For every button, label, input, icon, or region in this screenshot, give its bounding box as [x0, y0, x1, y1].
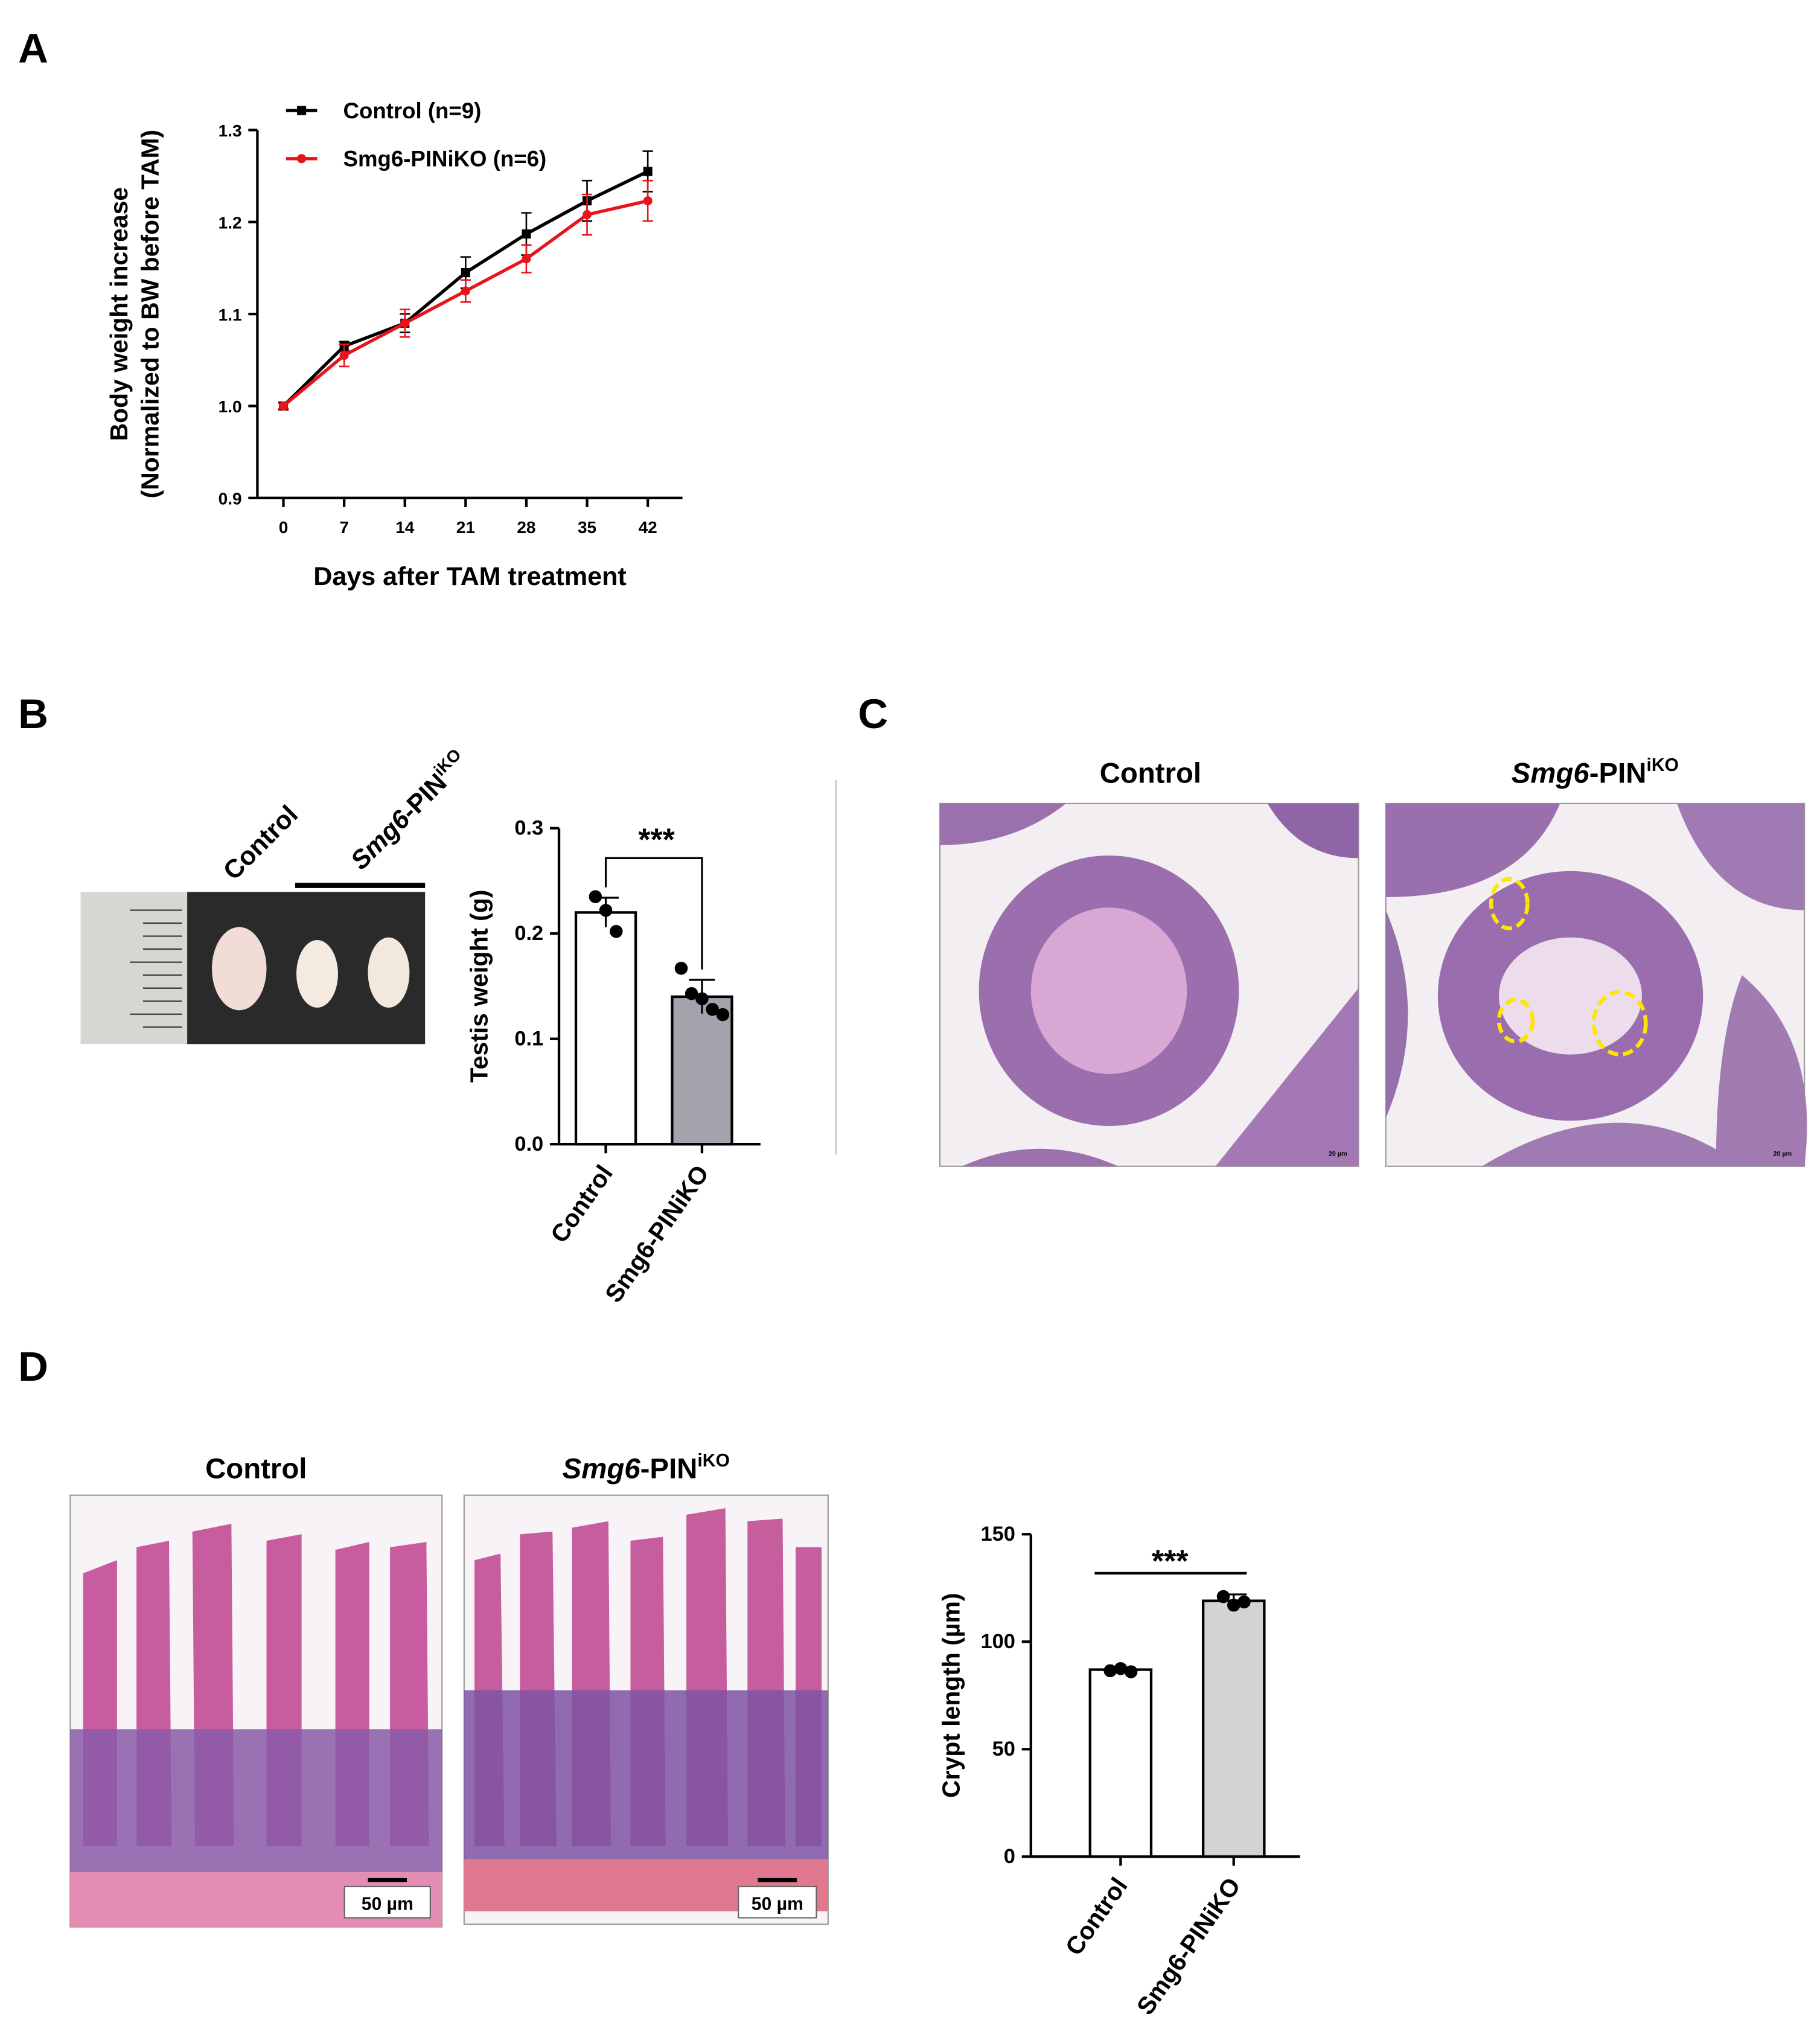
- scale-bar-label: 50 µm: [752, 1895, 803, 1914]
- y-tick-label: 50: [992, 1738, 1015, 1760]
- y-tick-label: 0.1: [514, 1027, 543, 1050]
- marker: [522, 254, 531, 264]
- data-point: [685, 986, 698, 1000]
- legend-marker: [297, 106, 307, 115]
- image-title: Control: [1100, 757, 1201, 789]
- panel-label: A: [18, 25, 48, 71]
- marker: [278, 401, 289, 411]
- image-title: Control: [205, 1453, 307, 1485]
- marker: [400, 318, 410, 328]
- data-point: [674, 962, 688, 975]
- y-tick-label: 0: [1004, 1845, 1015, 1868]
- data-point: [589, 890, 602, 904]
- scale-bar-label: 50 µm: [362, 1895, 413, 1914]
- panel-label: C: [858, 691, 888, 737]
- data-point: [610, 925, 623, 938]
- marker: [643, 167, 653, 176]
- x-tick-label: Control: [1060, 1872, 1133, 1960]
- photo-label: Smg6-PINiKO: [343, 745, 474, 875]
- y-tick-label: 1.0: [219, 397, 242, 416]
- y-tick-label: 0.0: [514, 1133, 543, 1156]
- y-tick-label: 0.2: [514, 922, 543, 945]
- x-tick-label: 35: [578, 518, 596, 537]
- panel-label: B: [18, 691, 48, 737]
- bar: [574, 911, 637, 1146]
- data-point: [1103, 1664, 1117, 1678]
- data-point: [599, 904, 613, 917]
- testis-histology-control: [939, 802, 1359, 1167]
- legend-label: Control (n=9): [343, 98, 482, 123]
- image-title: Smg6-PINiKO: [1512, 755, 1679, 789]
- data-point: [1114, 1662, 1128, 1675]
- marker: [461, 286, 470, 296]
- significance-label: ***: [1152, 1544, 1189, 1579]
- x-tick-label: Smg6-PINiKO: [599, 1160, 714, 1307]
- intestine-histology-control: [69, 1494, 443, 1928]
- x-tick-label: 0: [279, 518, 289, 537]
- data-point: [1227, 1598, 1240, 1612]
- testis-histology-ko: [1385, 802, 1807, 1167]
- x-axis-label: Days after TAM treatment: [313, 562, 626, 591]
- series-line: [282, 199, 648, 408]
- legend-marker: [297, 154, 307, 164]
- y-tick-label: 0.3: [514, 817, 543, 840]
- data-point: [1124, 1665, 1138, 1678]
- y-axis-label: Crypt length (µm): [937, 1593, 965, 1798]
- legend-label: Smg6-PINiKO (n=6): [343, 147, 547, 171]
- significance-label: ***: [638, 822, 675, 857]
- data-point: [695, 992, 709, 1006]
- y-tick-label: 150: [980, 1523, 1015, 1546]
- x-tick-label: 42: [639, 518, 657, 537]
- y-tick-label: 100: [980, 1630, 1015, 1653]
- scale-bar-label: 20 µm: [1329, 1151, 1347, 1158]
- significance-bracket: [604, 857, 703, 970]
- marker: [643, 196, 653, 206]
- bar: [671, 995, 733, 1146]
- testis-photo: [80, 883, 426, 1044]
- image-title: Smg6-PINiKO: [563, 1451, 730, 1485]
- x-tick-label: Smg6-PINiKO: [1131, 1872, 1246, 2019]
- bar: [1201, 1599, 1266, 1858]
- y-tick-label: 0.9: [219, 490, 242, 508]
- x-tick-label: 14: [395, 518, 415, 537]
- data-point: [1237, 1595, 1251, 1609]
- bar: [1088, 1668, 1153, 1858]
- photo-label: Control: [218, 800, 304, 886]
- data-point: [1216, 1590, 1230, 1604]
- data-point: [716, 1008, 730, 1022]
- y-axis-label: Testis weight (g): [465, 890, 493, 1083]
- y-tick-label: 1.1: [219, 305, 242, 324]
- marker: [339, 351, 349, 360]
- y-tick-label: 1.2: [219, 214, 242, 232]
- marker: [461, 268, 470, 278]
- x-tick-label: Control: [545, 1160, 618, 1248]
- marker: [522, 229, 531, 239]
- x-tick-label: 28: [517, 518, 535, 537]
- x-tick-label: 21: [456, 518, 475, 537]
- panel-label: D: [18, 1343, 48, 1390]
- marker: [582, 210, 592, 220]
- intestine-histology-ko: [463, 1494, 829, 1925]
- y-tick-label: 1.3: [219, 121, 242, 140]
- scale-bar-label: 20 µm: [1773, 1151, 1792, 1158]
- y-axis-label: Body weight increase: [105, 187, 133, 441]
- x-tick-label: 7: [339, 518, 349, 537]
- y-axis-label: (Normalized to BW before TAM): [136, 130, 164, 499]
- data-point: [706, 1003, 719, 1016]
